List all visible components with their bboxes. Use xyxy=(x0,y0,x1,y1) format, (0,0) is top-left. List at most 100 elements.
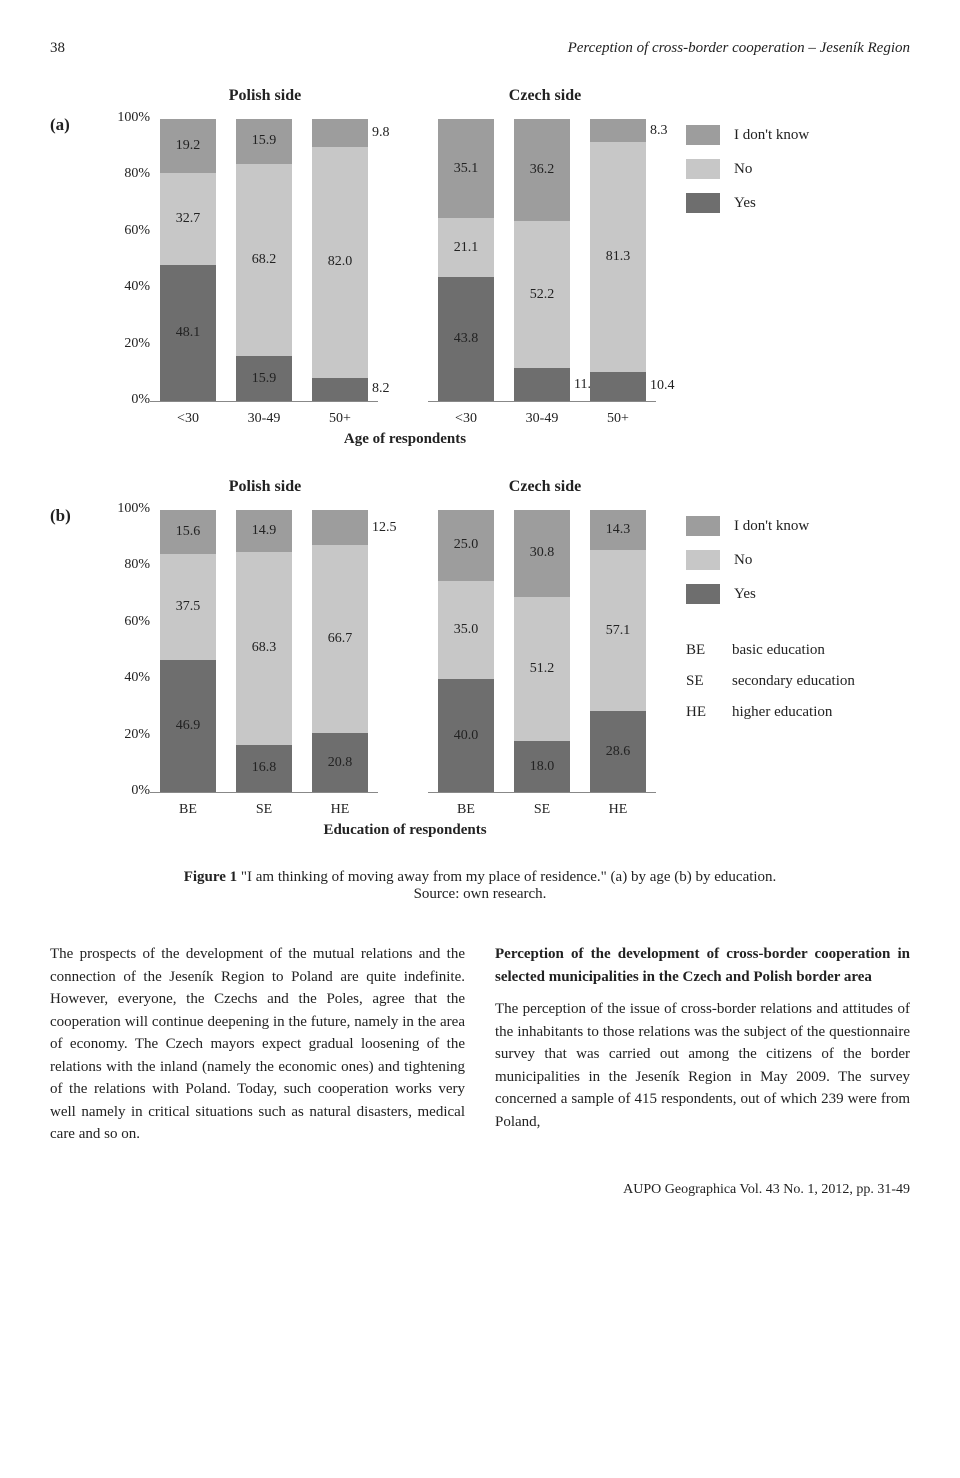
x-category-label: SE xyxy=(504,802,580,818)
bar-group: 48.132.719.215.968.215.98.282.09.8 xyxy=(150,111,378,402)
x-category-label: <30 xyxy=(150,411,226,427)
legend-label: No xyxy=(734,552,752,569)
bar-value-label: 51.2 xyxy=(530,661,555,677)
legend-swatch xyxy=(686,125,720,145)
figure-source: Source: own research. xyxy=(414,886,547,902)
figure-caption: Figure 1 "I am thinking of moving away f… xyxy=(50,869,910,903)
bar-segment-no: 51.2 xyxy=(514,597,570,741)
stacked-bar: 15.9 68.2 15.9 xyxy=(236,119,292,401)
bar-segment-dont_know: 19.2 xyxy=(160,119,216,173)
bar-value-label: 18.0 xyxy=(530,759,555,775)
chart-a-xaxis-title: Age of respondents xyxy=(150,431,660,448)
legend-def-abbr: BE xyxy=(686,642,732,659)
legend-item: No xyxy=(686,159,809,179)
bar-segment-no: 21.1 xyxy=(438,218,494,278)
bar-segment-no: 66.7 xyxy=(312,545,368,733)
legend-swatch xyxy=(686,550,720,570)
bar-value-label: 40.0 xyxy=(454,728,479,744)
bar-group: 40.035.025.018.051.230.828.657.114.3 xyxy=(428,502,656,793)
bar-value-label: 9.8 xyxy=(372,125,390,141)
stacked-bar: 11.6 52.2 36.2 xyxy=(514,119,570,401)
body-right-heading: Perception of the development of cross-b… xyxy=(495,943,910,988)
chart-b-legend: I don't knowNoYesBEbasic educationSEseco… xyxy=(686,502,855,735)
bar-segment-yes: 40.0 xyxy=(438,679,494,792)
bar-value-label: 82.0 xyxy=(328,254,353,270)
stacked-bar: 46.9 37.5 15.6 xyxy=(160,510,216,792)
bar-value-label: 14.9 xyxy=(252,523,277,539)
bar-segment-dont_know: 14.9 xyxy=(236,510,292,552)
bar-segment-no: 82.0 xyxy=(312,147,368,378)
bar-segment-yes: 46.9 xyxy=(160,660,216,792)
body-right-text: The perception of the issue of cross-bor… xyxy=(495,998,910,1133)
bar-segment-yes: 15.9 xyxy=(236,356,292,401)
x-category-label: <30 xyxy=(428,411,504,427)
x-category-label: 30-49 xyxy=(226,411,302,427)
bar-value-label: 36.2 xyxy=(530,162,555,178)
legend-swatch xyxy=(686,584,720,604)
chart-a-legend: I don't know No Yes xyxy=(686,111,809,227)
stacked-bar: 43.821.1 35.1 xyxy=(438,119,494,401)
bar-value-label: 37.5 xyxy=(176,599,201,615)
stacked-bar: 8.282.09.8 xyxy=(312,119,368,401)
bar-value-label: 15.6 xyxy=(176,524,201,540)
bar-segment-no: 37.5 xyxy=(160,554,216,660)
running-head: 38 Perception of cross-border cooperatio… xyxy=(50,40,910,57)
bar-value-label: 15.9 xyxy=(252,133,277,149)
bar-group: 46.9 37.5 15.6 16.868.314.9 20.866.712.5 xyxy=(150,502,378,793)
body-left: The prospects of the development of the … xyxy=(50,943,465,1146)
bar-value-label: 48.1 xyxy=(176,325,201,341)
bar-value-label: 46.9 xyxy=(176,718,201,734)
bar-segment-yes: 18.0 xyxy=(514,741,570,792)
bar-segment-yes: 20.8 xyxy=(312,733,368,792)
bar-value-label: 12.5 xyxy=(372,520,397,536)
bar-value-label: 14.3 xyxy=(606,522,631,538)
figure-label: Figure 1 xyxy=(184,869,237,885)
chart-b-xaxis: BESEHEBESEHE xyxy=(150,802,910,818)
legend-def-abbr: SE xyxy=(686,673,732,690)
bar-segment-dont_know: 8.3 xyxy=(590,119,646,142)
bar-segment-yes: 11.6 xyxy=(514,368,570,401)
legend-label: No xyxy=(734,161,752,178)
legend-def-text: secondary education xyxy=(732,673,855,690)
legend-item: Yes xyxy=(686,584,855,604)
bar-segment-dont_know: 15.9 xyxy=(236,119,292,164)
chart-b-title-right: Czech side xyxy=(430,478,660,496)
x-category-label: HE xyxy=(580,802,656,818)
running-head-title: Perception of cross-border cooperation –… xyxy=(568,40,910,57)
x-category-label: HE xyxy=(302,802,378,818)
bar-value-label: 25.0 xyxy=(454,537,479,553)
chart-b-title-left: Polish side xyxy=(150,478,380,496)
bar-segment-yes: 28.6 xyxy=(590,711,646,792)
chart-a-title-left: Polish side xyxy=(150,87,380,105)
legend-def-abbr: HE xyxy=(686,704,732,721)
legend-swatch xyxy=(686,516,720,536)
x-category-label: BE xyxy=(428,802,504,818)
bar-segment-dont_know: 12.5 xyxy=(312,510,368,545)
x-category-label: 50+ xyxy=(302,411,378,427)
legend-label: Yes xyxy=(734,195,756,212)
legend-label: I don't know xyxy=(734,127,809,144)
body-columns: The prospects of the development of the … xyxy=(50,943,910,1146)
bar-segment-yes: 43.8 xyxy=(438,277,494,401)
figure-text: "I am thinking of moving away from my pl… xyxy=(241,869,776,885)
bar-group: 43.821.135.111.652.236.210.481.38.3 xyxy=(428,111,656,402)
legend-def-text: basic education xyxy=(732,642,825,659)
chart-b-bars: 46.9 37.5 15.6 16.868.314.9 20.866.712.5 40.0… xyxy=(150,502,656,793)
chart-a-title-right: Czech side xyxy=(430,87,660,105)
x-category-label: 50+ xyxy=(580,411,656,427)
bar-segment-dont_know: 35.1 xyxy=(438,119,494,218)
legend-definition: HEhigher education xyxy=(686,704,855,721)
stacked-bar: 48.132.719.2 xyxy=(160,119,216,401)
bar-value-label: 68.2 xyxy=(252,252,277,268)
legend-label: Yes xyxy=(734,586,756,603)
chart-b-panel-label: (b) xyxy=(50,502,90,526)
bar-value-label: 52.2 xyxy=(530,287,555,303)
bar-value-label: 8.2 xyxy=(372,381,390,397)
bar-value-label: 16.8 xyxy=(252,760,277,776)
stacked-bar: 16.868.314.9 xyxy=(236,510,292,792)
bar-value-label: 10.4 xyxy=(650,378,675,394)
bar-segment-yes: 8.2 xyxy=(312,378,368,401)
chart-b: Polish side Czech side (b) 100% 80% 60% … xyxy=(50,478,910,839)
bar-value-label: 35.1 xyxy=(454,161,479,177)
chart-b-xaxis-title: Education of respondents xyxy=(150,822,660,839)
